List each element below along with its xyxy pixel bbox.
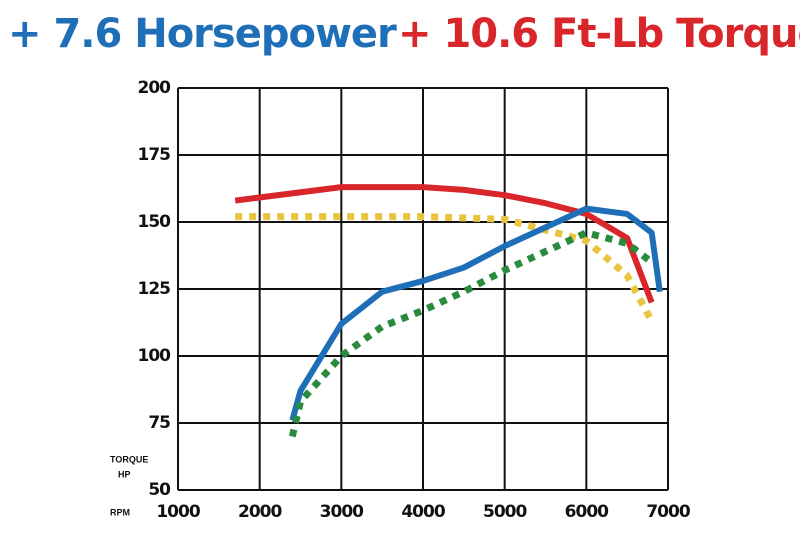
x-label: RPM (110, 507, 130, 517)
title-torque: + 10.6 Ft-Lb Torque (398, 11, 800, 57)
x-tick-label: 4000 (401, 502, 445, 522)
y-tick-label: 50 (148, 480, 171, 500)
title-hp: + 7.6 Horsepower (8, 11, 397, 57)
y-tick-label: 150 (138, 212, 172, 232)
y-tick-label: 100 (138, 346, 172, 366)
y-tick-label: 175 (138, 145, 171, 165)
x-tick-label: 7000 (646, 502, 690, 522)
x-tick-label: 3000 (320, 502, 364, 522)
series-line (235, 213, 655, 323)
y-tick-label: 125 (138, 279, 171, 299)
series-line (288, 229, 654, 438)
series-line (234, 184, 655, 304)
series-line (289, 205, 663, 422)
x-tick-label: 2000 (238, 502, 282, 522)
y-label-hp: HP (118, 469, 131, 479)
x-tick-label: 5000 (483, 502, 527, 522)
y-tick-label: 200 (138, 78, 172, 98)
x-tick-label: 1000 (156, 502, 200, 522)
y-label-torque: TORQUE (110, 454, 148, 464)
x-tick-label: 6000 (565, 502, 609, 522)
y-tick-label: 75 (148, 413, 170, 433)
